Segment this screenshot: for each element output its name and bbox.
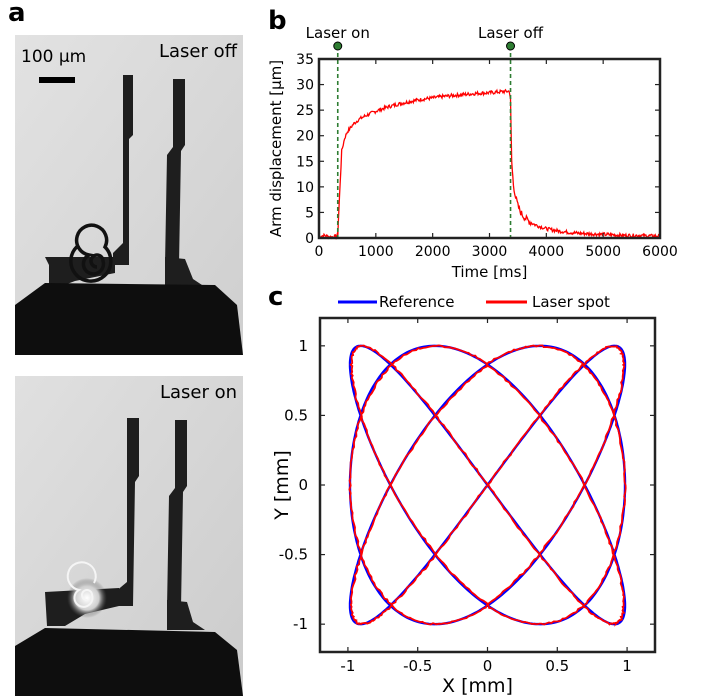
event-label-0: Laser on bbox=[306, 24, 370, 42]
y-tick-label-b-1: 5 bbox=[305, 205, 314, 221]
x-tick-label-c-4: 1 bbox=[622, 657, 632, 675]
x-tick-label-b-2: 2000 bbox=[415, 244, 451, 260]
y-tick-label-c-1: -0.5 bbox=[279, 546, 308, 564]
micrograph-label-laser-off: Laser off bbox=[158, 41, 237, 62]
y-axis-label-b: Arm displacement [µm] bbox=[267, 60, 285, 237]
x-tick-label-b-1: 1000 bbox=[358, 244, 394, 260]
x-tick-label-b-4: 4000 bbox=[529, 244, 565, 260]
y-tick-label-b-7: 35 bbox=[296, 52, 314, 68]
y-tick-label-c-2: 0 bbox=[298, 476, 308, 494]
x-tick-label-c-3: 0.5 bbox=[545, 657, 569, 675]
x-tick-label-b-3: 3000 bbox=[472, 244, 508, 260]
scale-bar bbox=[39, 77, 75, 83]
laser-spot-curve bbox=[348, 344, 627, 627]
y-axis-label-c: Y [mm] bbox=[271, 450, 293, 521]
y-tick-label-b-5: 25 bbox=[296, 103, 314, 119]
y-tick-label-b-6: 30 bbox=[296, 78, 314, 94]
y-tick-label-c-4: 1 bbox=[298, 337, 308, 355]
y-tick-label-b-0: 0 bbox=[305, 231, 314, 247]
y-tick-label-c-3: 0.5 bbox=[284, 406, 308, 424]
micrograph-laser-off-drawing bbox=[15, 35, 243, 355]
x-tick-label-c-0: -1 bbox=[340, 657, 355, 675]
y-tick-label-b-4: 20 bbox=[296, 129, 314, 145]
micrograph-laser-on: Laser on bbox=[15, 376, 243, 696]
event-marker-1 bbox=[506, 41, 516, 51]
x-tick-label-c-2: 0 bbox=[483, 657, 493, 675]
x-axis-label-b: Time [ms] bbox=[451, 263, 528, 281]
legend-label-reference: Reference bbox=[379, 293, 455, 311]
legend-label-laser-spot: Laser spot bbox=[532, 293, 610, 311]
event-marker-0 bbox=[333, 41, 343, 51]
micrograph-laser-off: 100 µm Laser off bbox=[15, 35, 243, 355]
panel-label-b: b bbox=[268, 6, 287, 36]
panel-label-a: a bbox=[8, 0, 26, 28]
x-tick-label-b-5: 5000 bbox=[585, 244, 621, 260]
scale-bar-label: 100 µm bbox=[21, 47, 87, 67]
x-tick-label-c-1: -0.5 bbox=[403, 657, 432, 675]
micrograph-label-laser-on: Laser on bbox=[159, 382, 237, 403]
y-tick-label-b-3: 15 bbox=[296, 154, 314, 170]
x-axis-label-c: X [mm] bbox=[442, 675, 513, 697]
micrograph-laser-on-drawing bbox=[15, 376, 243, 696]
x-tick-label-b-0: 0 bbox=[315, 244, 324, 260]
y-tick-label-b-2: 10 bbox=[296, 180, 314, 196]
x-tick-label-b-6: 6000 bbox=[642, 244, 678, 260]
event-label-1: Laser off bbox=[478, 24, 544, 42]
y-tick-label-c-0: -1 bbox=[293, 615, 308, 633]
plot-area-b bbox=[319, 59, 660, 238]
panel-label-c: c bbox=[268, 282, 284, 312]
